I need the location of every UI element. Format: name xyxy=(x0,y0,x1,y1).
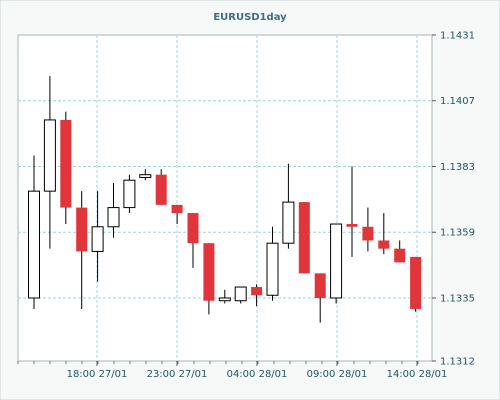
plot-area xyxy=(17,34,433,362)
candle-body-down xyxy=(203,243,215,301)
candle-body-down xyxy=(171,204,183,214)
candle-body-down xyxy=(155,174,167,205)
candle-body-down xyxy=(60,119,72,208)
candle-body-up xyxy=(282,201,295,244)
candle-body-up xyxy=(330,223,343,299)
candle-body-up xyxy=(234,286,247,302)
candle-body-up xyxy=(91,226,104,252)
candle-body-up xyxy=(139,174,152,178)
candle-body-up xyxy=(43,119,56,192)
y-tick-label: 1.1407 xyxy=(440,96,475,107)
candles xyxy=(28,76,422,323)
candle-body-up xyxy=(123,179,136,209)
candle-body-down xyxy=(362,226,374,241)
candle-body-down xyxy=(314,273,326,298)
candle-body-up xyxy=(218,297,231,302)
candle-body-down xyxy=(76,207,88,252)
candle-body-down xyxy=(410,256,422,309)
x-tick-label: 18:00 27/01 xyxy=(67,369,128,380)
candle-body-down xyxy=(394,248,406,263)
x-tick-label: 04:00 28/01 xyxy=(227,369,288,380)
candle-body-down xyxy=(346,224,358,227)
candle-body-down xyxy=(298,202,310,274)
y-tick-label: 1.1335 xyxy=(440,293,475,304)
candle-body-down xyxy=(251,287,263,296)
candle-body-down xyxy=(187,213,199,244)
axes: 1.1431 1.1407 1.1383 1.1359 1.1335 1.1312 18:0… xyxy=(17,31,475,380)
x-tick-label: 23:00 27/01 xyxy=(147,369,208,380)
candle-body-up xyxy=(28,190,40,299)
y-tick-label: 1.1359 xyxy=(440,228,475,239)
y-tick-label: 1.1383 xyxy=(440,162,475,173)
x-tick-label: 09:00 28/01 xyxy=(307,369,368,380)
candle-body-up xyxy=(107,207,120,228)
x-tick-label: 14:00 28/01 xyxy=(387,369,448,380)
y-tick-label: 1.1312 xyxy=(440,357,475,368)
candle-body-up xyxy=(266,242,279,296)
candle-body-down xyxy=(378,240,390,249)
y-tick-label: 1.1431 xyxy=(440,31,475,42)
chart-title: EURUSD1day xyxy=(213,12,287,23)
